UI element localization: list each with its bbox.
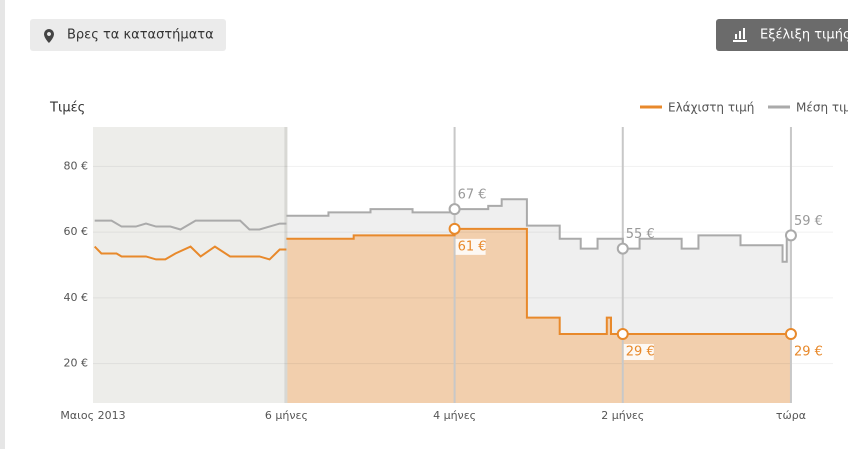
y-tick-label: 60 € [64,225,89,238]
pin-icon [44,29,54,43]
series-line [94,198,791,263]
point-label: 55 € [626,227,655,242]
history-shade [93,127,287,403]
button-bg [716,19,848,51]
label-bg [791,344,822,360]
point-marker [784,328,797,340]
legend-label: Μέση τιμή [796,101,848,115]
series-line [93,227,791,335]
point-marker [616,242,629,255]
point-label: 67 € [458,188,487,203]
point-label: 59 € [794,214,823,229]
button-label: Εξέλιξη τιμής [760,28,848,43]
y-tick-label: 20 € [64,357,89,370]
stores-button[interactable]: Βρες τα καταστήματα [30,19,226,51]
label-bg [455,238,486,255]
legend-label: Ελάχιστη τιμή [668,101,754,115]
chart-title: Τιμές [49,101,85,116]
point-marker [448,203,461,216]
x-tick-label: 2 μήνες [601,409,644,422]
point-label: 29 € [626,345,655,360]
button-label: Βρες τα καταστήματα [67,28,214,43]
chart-icon [733,28,747,42]
button-bg [30,19,226,51]
side-strip [0,0,5,449]
x-tick-label: τώρα [776,409,806,422]
y-tick-label: 80 € [64,159,89,172]
history-edge [284,127,288,403]
x-tick-label: 4 μήνες [433,409,476,422]
point-marker [784,229,797,242]
area [286,228,791,403]
point-marker [616,328,629,340]
x-tick-label: 6 μήνες [265,409,308,422]
point-label: 29 € [794,345,823,360]
y-tick-label: 40 € [64,291,89,304]
evolution-button[interactable]: Εξέλιξη τιμής [716,19,848,51]
point-label: 61 € [458,239,487,254]
x-tick-label: Μαιος 2013 [60,409,125,422]
point-marker [448,222,461,235]
label-bg [623,344,654,360]
